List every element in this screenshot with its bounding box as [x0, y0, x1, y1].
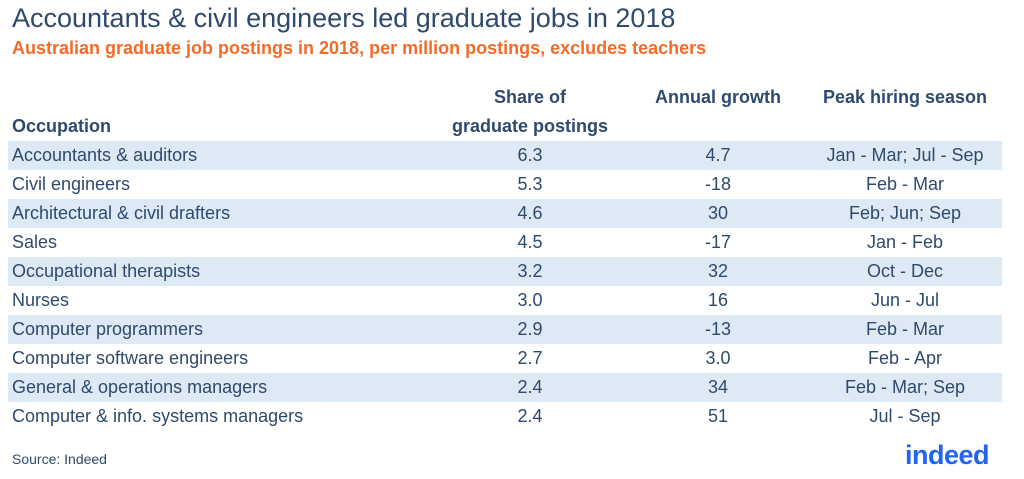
cell-share: 4.6: [517, 203, 543, 223]
header-occupation: Occupation: [12, 116, 112, 136]
table-row: Nurses 3.0 16 Jun - Jul: [8, 286, 1002, 315]
cell-growth: 34: [707, 377, 729, 397]
cell-growth: 3.0: [705, 348, 731, 368]
cell-occupation: Accountants & auditors: [12, 145, 198, 165]
table-row: Computer programmers 2.9 -13 Feb - Mar: [8, 315, 1002, 344]
cell-season: Jun - Jul: [870, 290, 940, 310]
source-note: Source: Indeed: [12, 451, 107, 467]
header-annual-growth: Annual growth: [655, 87, 781, 107]
cell-season: Jul - Sep: [869, 406, 941, 426]
cell-growth: -13: [704, 319, 731, 339]
table-row: Computer software engineers 2.7 3.0 Feb - A…: [8, 344, 1002, 373]
table-row: Civil engineers 5.3 -18 Feb - Mar: [8, 170, 1002, 199]
chart-title: Accountants & civil engineers led gradua…: [12, 3, 676, 33]
cell-occupation: Sales: [12, 232, 58, 252]
cell-growth: 51: [707, 406, 729, 426]
cell-occupation: General & operations managers: [12, 377, 268, 397]
cell-occupation: Architectural & civil drafters: [12, 203, 231, 223]
cell-growth: -18: [704, 174, 731, 194]
cell-season: Feb - Mar; Sep: [844, 377, 966, 397]
cell-share: 2.4: [517, 406, 543, 426]
cell-share: 3.0: [517, 290, 543, 310]
table-row: Architectural & civil drafters 4.6 30 Feb; …: [8, 199, 1002, 228]
cell-growth: 4.7: [705, 145, 731, 165]
cell-share: 2.7: [517, 348, 543, 368]
cell-share: 2.4: [517, 377, 543, 397]
cell-share: 6.3: [517, 145, 543, 165]
cell-season: Jan - Mar; Jul - Sep: [826, 145, 984, 165]
table-row: General & operations managers 2.4 34 Feb - …: [8, 373, 1002, 402]
cell-season: Feb - Mar: [865, 174, 944, 194]
cell-growth: -17: [704, 232, 731, 252]
cell-season: Jan - Feb: [866, 232, 944, 252]
table-row: Accountants & auditors 6.3 4.7 Jan - Mar; J…: [8, 141, 1002, 170]
cell-growth: 16: [707, 290, 729, 310]
cell-growth: 32: [707, 261, 729, 281]
cell-season: Feb - Mar: [865, 319, 944, 339]
cell-occupation: Computer software engineers: [12, 348, 249, 368]
cell-share: 4.5: [517, 232, 543, 252]
indeed-logo: indeed: [905, 440, 990, 470]
cell-share: 2.9: [517, 319, 543, 339]
cell-growth: 30: [707, 203, 729, 223]
table-row: Occupational therapists 3.2 32 Oct - Dec: [8, 257, 1002, 286]
cell-occupation: Civil engineers: [12, 174, 131, 194]
cell-occupation: Computer programmers: [12, 319, 204, 339]
cell-share: 5.3: [517, 174, 543, 194]
table-row: Sales 4.5 -17 Jan - Feb: [8, 228, 1002, 257]
header-peak-season: Peak hiring season: [822, 87, 988, 107]
cell-occupation: Nurses: [12, 290, 70, 310]
cell-occupation: Occupational therapists: [12, 261, 201, 281]
table-row: Computer & info. systems managers 2.4 51 Ju…: [8, 402, 1002, 431]
header-share-line1: Share of: [493, 87, 567, 107]
cell-share: 3.2: [517, 261, 543, 281]
header-share-line2: graduate postings: [451, 116, 608, 136]
cell-season: Feb - Apr: [867, 348, 943, 368]
cell-occupation: Computer & info. systems managers: [12, 406, 304, 426]
chart-subtitle: Australian graduate job postings in 2018…: [12, 38, 707, 58]
cell-season: Oct - Dec: [866, 261, 943, 281]
cell-season: Feb; Jun; Sep: [848, 203, 962, 223]
